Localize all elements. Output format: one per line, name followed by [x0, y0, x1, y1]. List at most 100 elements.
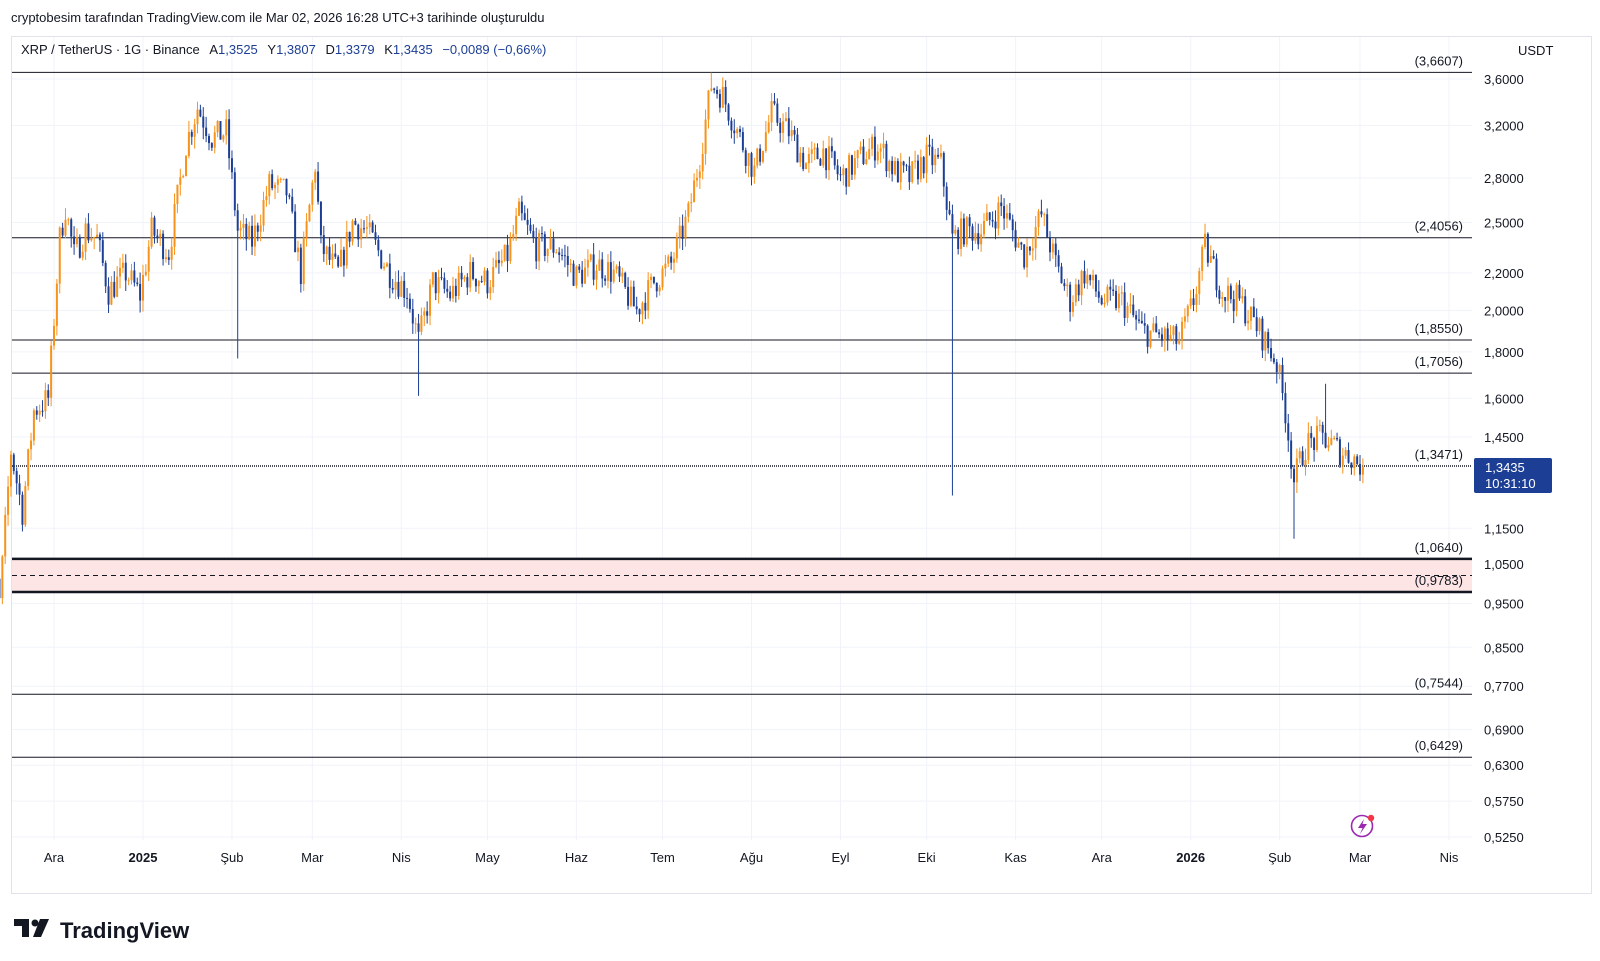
candle-body [187, 131, 190, 157]
candle-body [546, 248, 549, 256]
candle-body [512, 234, 515, 239]
candle-body [1212, 256, 1215, 259]
candle-body [124, 262, 127, 281]
price-tick-label: 2,5000 [1484, 216, 1524, 231]
candle-body [1313, 438, 1316, 451]
price-tick-label: 0,7700 [1484, 679, 1524, 694]
candle-body [268, 174, 271, 197]
candle-body [274, 184, 277, 189]
candle-body [1287, 423, 1290, 441]
candle-body [664, 263, 667, 269]
candle-body [836, 165, 839, 175]
candle-body [385, 263, 388, 267]
candle-body [822, 148, 825, 166]
candle-body [360, 228, 363, 240]
candle-body [873, 136, 876, 161]
candle-body [271, 174, 274, 189]
candle-body [859, 146, 862, 151]
candle-body [756, 148, 759, 166]
candle-body [538, 233, 541, 262]
candle-body [934, 154, 937, 166]
candle-body [681, 225, 684, 239]
candle-body [629, 286, 632, 306]
candle-body [70, 219, 73, 237]
candle-body [673, 258, 675, 263]
candle-body [1204, 233, 1207, 248]
candle-body [233, 172, 236, 211]
candle-body [581, 269, 584, 284]
candle-body [506, 244, 509, 262]
candle-body [400, 280, 403, 297]
time-tick-label: Ara [44, 850, 65, 865]
candle-body [1244, 296, 1247, 324]
candle-body [612, 269, 615, 282]
candle-body [1086, 274, 1089, 284]
candle-body [7, 486, 10, 515]
price-tick-label: 1,4500 [1484, 430, 1524, 445]
candle-body [652, 276, 655, 283]
candle-body [650, 276, 653, 281]
price-tick-label: 0,5250 [1484, 830, 1524, 845]
candle-body [1140, 320, 1143, 324]
candle-body [675, 237, 678, 259]
candle-body [609, 262, 612, 282]
candle-body [724, 86, 727, 105]
candle-body [833, 151, 836, 166]
candle-body [256, 225, 259, 232]
candle-body [486, 270, 489, 294]
candle-body [962, 218, 965, 245]
candle-body [1258, 318, 1261, 332]
price-tick-label: 1,0500 [1484, 557, 1524, 572]
candle-body [239, 227, 242, 231]
close-label: K [384, 42, 393, 57]
time-tick-label: Şub [1268, 850, 1291, 865]
candle-body [440, 277, 443, 279]
candle-body [1049, 237, 1052, 253]
candle-body [437, 277, 440, 294]
change-value: −0,0089 (−0,66%) [442, 42, 547, 57]
candle-body [839, 174, 842, 176]
candle-body [578, 266, 581, 270]
candle-body [606, 262, 609, 281]
candle-body [882, 143, 885, 149]
candle-body [1350, 462, 1353, 469]
tradingview-logo[interactable]: TradingView [14, 917, 189, 945]
candle-body [632, 286, 635, 307]
candle-body [1080, 271, 1083, 296]
price-tag-value: 1,3435 [1485, 460, 1525, 475]
candle-body [561, 255, 564, 257]
candle-body [586, 259, 589, 268]
candle-body [1215, 258, 1218, 291]
candle-body [50, 345, 53, 398]
candle-body [1226, 285, 1229, 301]
candle-body [540, 233, 543, 235]
candle-body [624, 272, 627, 287]
candle-body [750, 153, 753, 177]
candle-body [925, 144, 928, 174]
candle-body [997, 202, 1000, 229]
currency-label[interactable]: USDT [1518, 43, 1554, 58]
candle-body [1336, 437, 1339, 440]
candle-body [176, 184, 179, 204]
candle-body [523, 213, 526, 220]
candle-body [1189, 298, 1192, 306]
candle-body [891, 160, 894, 175]
candle-body [1183, 316, 1186, 322]
candle-body [411, 309, 414, 324]
candle-body [495, 259, 498, 267]
candle-body [1307, 433, 1310, 461]
candle-body [210, 143, 213, 148]
candle-body [776, 103, 779, 123]
candle-body [871, 136, 874, 149]
candle-body [1333, 437, 1336, 439]
candle-body [793, 130, 796, 135]
candle-body [569, 263, 572, 265]
candle-body [865, 159, 868, 164]
candle-body [1175, 326, 1178, 344]
low-value: 1,3379 [334, 42, 375, 57]
open-value: 1,3525 [218, 42, 258, 57]
candle-body [41, 410, 44, 412]
candle-body [374, 232, 377, 240]
snapshot-icon[interactable] [1350, 814, 1375, 838]
